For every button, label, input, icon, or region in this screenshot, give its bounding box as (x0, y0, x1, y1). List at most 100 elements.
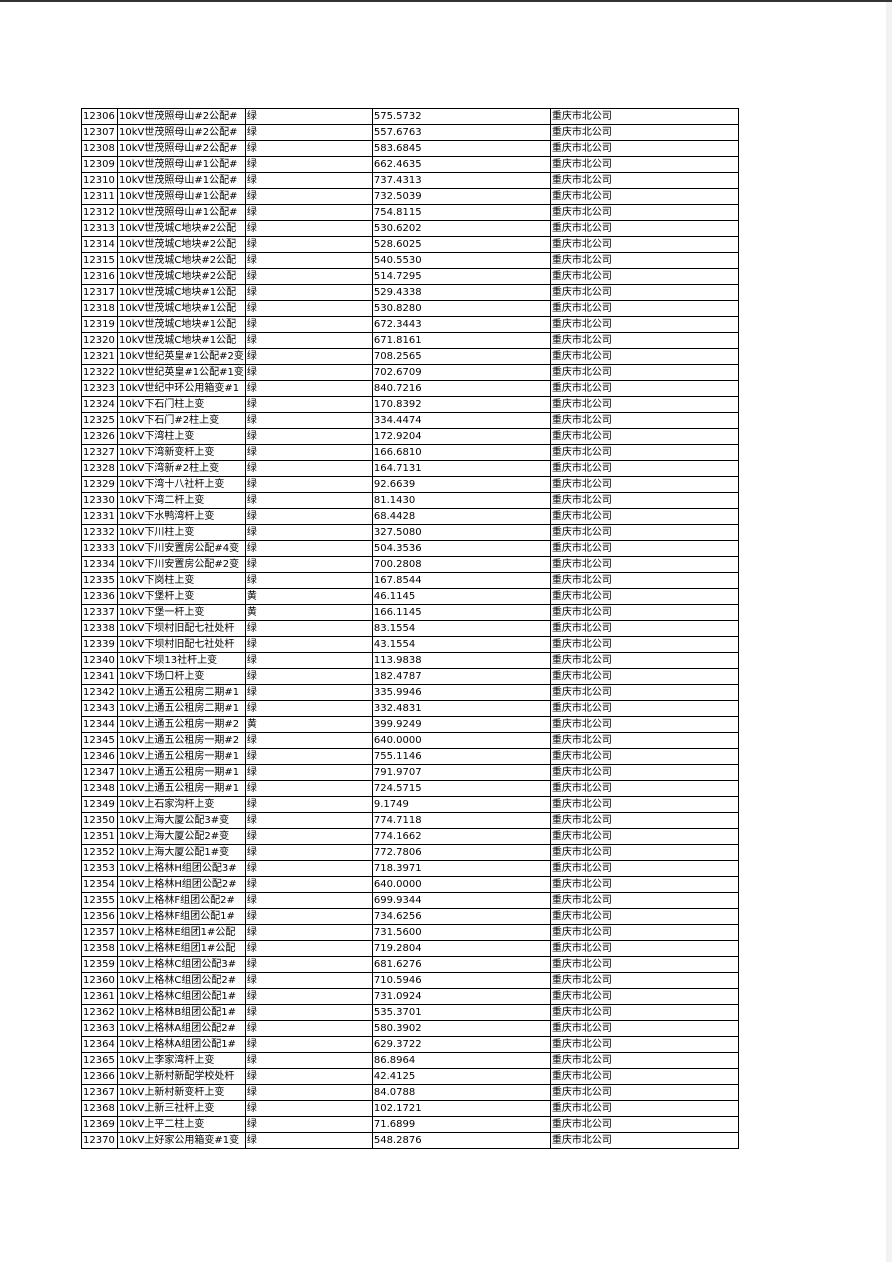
cell-status: 绿 (244, 140, 373, 157)
cell-value: 662.4635 (371, 156, 551, 173)
table-row: 12364 10kV上格林A组团公配1# 绿 629.3722 重庆市北公司 (81, 1036, 739, 1053)
cell-id: 12342 (81, 684, 118, 701)
cell-value: 83.1554 (371, 620, 551, 637)
cell-id: 12316 (81, 268, 118, 285)
table-row: 12341 10kV下场口杆上变绿 182.4787 重庆市北公司 (81, 668, 739, 685)
cell-value: 113.9838 (371, 652, 551, 669)
cell-id: 12339 (81, 636, 118, 653)
cell-name: 10kV下川安置房公配#4变 (117, 540, 246, 557)
cell-company: 重庆市北公司 (549, 524, 739, 541)
table-row: 12328 10kV下湾新#2柱上变绿 164.7131 重庆市北公司 (81, 460, 739, 477)
table-row: 12308 10kV世茂照母山#2公配# 绿 583.6845 重庆市北公司 (81, 140, 739, 157)
cell-id: 12314 (81, 236, 118, 253)
cell-value: 71.6899 (371, 1116, 551, 1133)
cell-company: 重庆市北公司 (549, 796, 739, 813)
table-row: 12366 10kV上新村新配学校处杆绿 42.4125 重庆市北公司 (81, 1068, 739, 1085)
cell-id: 12307 (81, 124, 118, 141)
cell-name: 10kV世茂照母山#2公配# (117, 140, 246, 157)
cell-id: 12325 (81, 412, 118, 429)
cell-id: 12329 (81, 476, 118, 493)
cell-id: 12313 (81, 220, 118, 237)
cell-status: 绿 (244, 268, 373, 285)
cell-status: 黄 (244, 588, 373, 605)
cell-status: 绿 (244, 188, 373, 205)
cell-id: 12332 (81, 524, 118, 541)
cell-id: 12330 (81, 492, 118, 509)
table-row: 12332 10kV下川柱上变绿 327.5080 重庆市北公司 (81, 524, 739, 541)
cell-company: 重庆市北公司 (549, 444, 739, 461)
cell-name: 10kV上海大厦公配2#变 (117, 828, 246, 845)
cell-id: 12366 (81, 1068, 118, 1085)
table-row: 12322 10kV世纪英皇#1公配#1变绿 702.6709 重庆市北公司 (81, 364, 739, 381)
cell-status: 绿 (244, 348, 373, 365)
cell-id: 12344 (81, 716, 118, 733)
cell-name: 10kV世茂照母山#1公配# (117, 204, 246, 221)
table-row: 12367 10kV上新村新变杆上变绿 84.0788 重庆市北公司 (81, 1084, 739, 1101)
cell-value: 755.1146 (371, 748, 551, 765)
cell-status: 绿 (244, 1084, 373, 1101)
cell-name: 10kV世茂城C地块#1公配 (117, 332, 246, 349)
cell-status: 绿 (244, 204, 373, 221)
cell-name: 10kV上格林A组团公配2# (117, 1020, 246, 1037)
cell-value: 732.5039 (371, 188, 551, 205)
cell-value: 530.6202 (371, 220, 551, 237)
cell-id: 12318 (81, 300, 118, 317)
cell-company: 重庆市北公司 (549, 284, 739, 301)
cell-name: 10kV下堡一杆上变 (117, 604, 246, 621)
cell-id: 12347 (81, 764, 118, 781)
table-row: 12363 10kV上格林A组团公配2# 绿 580.3902 重庆市北公司 (81, 1020, 739, 1037)
cell-status: 绿 (244, 812, 373, 829)
table-row: 12307 10kV世茂照母山#2公配# 绿 557.6763 重庆市北公司 (81, 124, 739, 141)
cell-name: 10kV上格林F组团公配2# (117, 892, 246, 909)
cell-value: 754.8115 (371, 204, 551, 221)
table-row: 12353 10kV上格林H组团公配3# 绿 718.3971 重庆市北公司 (81, 860, 739, 877)
cell-status: 绿 (244, 236, 373, 253)
cell-name: 10kV上通五公租房一期#1 (117, 748, 246, 765)
cell-value: 86.8964 (371, 1052, 551, 1069)
cell-status: 绿 (244, 380, 373, 397)
cell-name: 10kV上李家湾杆上变 (117, 1052, 246, 1069)
table-row: 12314 10kV世茂城C地块#2公配绿 528.6025 重庆市北公司 (81, 236, 739, 253)
table-row: 12343 10kV上通五公租房二期#1 绿 332.4831 重庆市北公司 (81, 700, 739, 717)
cell-id: 12315 (81, 252, 118, 269)
cell-company: 重庆市北公司 (549, 908, 739, 925)
cell-id: 12311 (81, 188, 118, 205)
cell-value: 528.6025 (371, 236, 551, 253)
cell-company: 重庆市北公司 (549, 780, 739, 797)
cell-company: 重庆市北公司 (549, 1020, 739, 1037)
cell-company: 重庆市北公司 (549, 604, 739, 621)
cell-company: 重庆市北公司 (549, 732, 739, 749)
cell-status: 绿 (244, 1036, 373, 1053)
cell-value: 710.5946 (371, 972, 551, 989)
cell-company: 重庆市北公司 (549, 972, 739, 989)
cell-status: 绿 (244, 108, 373, 125)
cell-name: 10kV上格林H组团公配2# (117, 876, 246, 893)
cell-name: 10kV上格林C组团公配2# (117, 972, 246, 989)
cell-status: 绿 (244, 828, 373, 845)
table-row: 12359 10kV上格林C组团公配3# 绿 681.6276 重庆市北公司 (81, 956, 739, 973)
cell-id: 12321 (81, 348, 118, 365)
cell-name: 10kV下湾柱上变 (117, 428, 246, 445)
cell-status: 绿 (244, 396, 373, 413)
cell-value: 840.7216 (371, 380, 551, 397)
table-row: 12336 10kV下堡杆上变黄 46.1145 重庆市北公司 (81, 588, 739, 605)
table-row: 12361 10kV上格林C组团公配1# 绿 731.0924 重庆市北公司 (81, 988, 739, 1005)
cell-name: 10kV下石门柱上变 (117, 396, 246, 413)
cell-name: 10kV世茂城C地块#2公配 (117, 220, 246, 237)
cell-company: 重庆市北公司 (549, 172, 739, 189)
table-row: 12344 10kV上通五公租房一期#2 黄 399.9249 重庆市北公司 (81, 716, 739, 733)
cell-status: 绿 (244, 252, 373, 269)
cell-name: 10kV世茂照母山#2公配# (117, 108, 246, 125)
cell-value: 583.6845 (371, 140, 551, 157)
cell-company: 重庆市北公司 (549, 876, 739, 893)
cell-name: 10kV上通五公租房一期#1 (117, 780, 246, 797)
table-row: 12306 10kV世茂照母山#2公配# 绿 575.5732 重庆市北公司 (81, 108, 739, 125)
cell-name: 10kV上新村新变杆上变 (117, 1084, 246, 1101)
cell-id: 12350 (81, 812, 118, 829)
table-row: 12345 10kV上通五公租房一期#2 绿 640.0000 重庆市北公司 (81, 732, 739, 749)
cell-status: 绿 (244, 460, 373, 477)
cell-company: 重庆市北公司 (549, 1100, 739, 1117)
cell-id: 12360 (81, 972, 118, 989)
cell-id: 12322 (81, 364, 118, 381)
cell-status: 绿 (244, 172, 373, 189)
